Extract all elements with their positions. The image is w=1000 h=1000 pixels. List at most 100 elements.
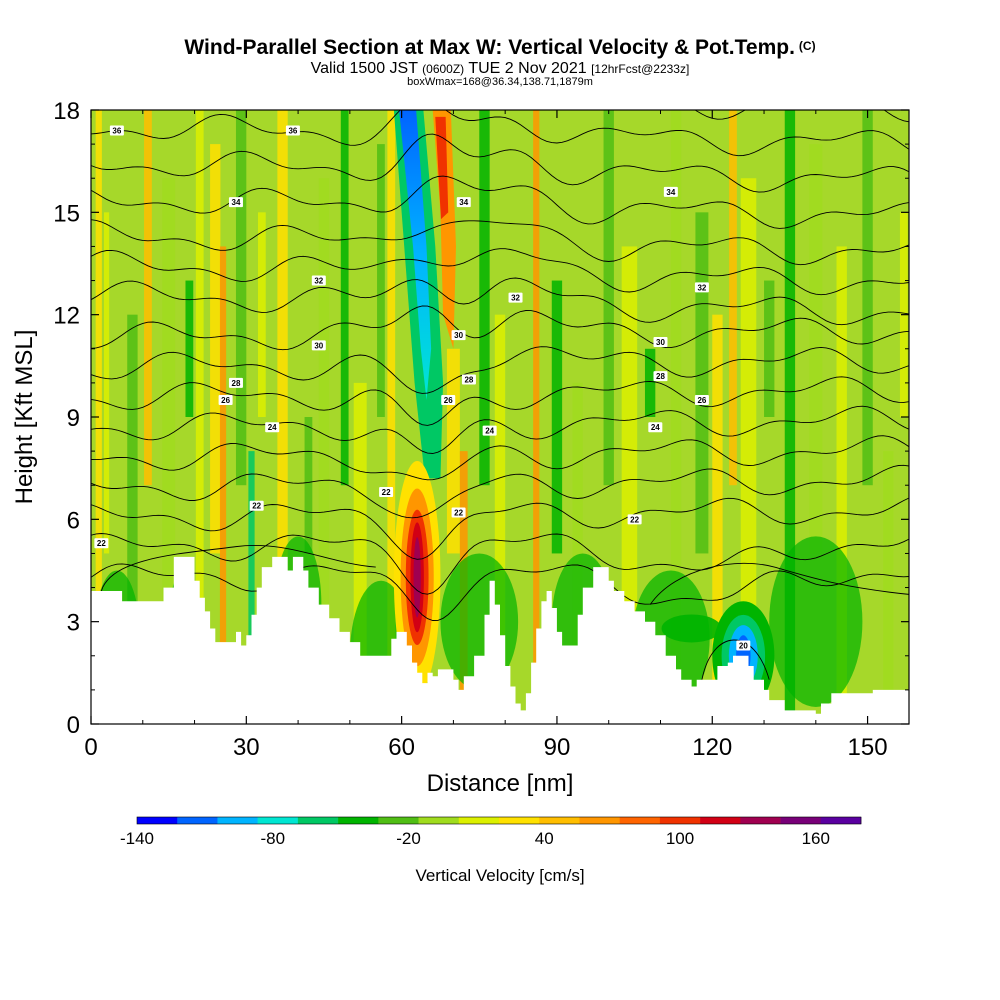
contour-label-text: 32 xyxy=(314,277,323,286)
colorbar-segment xyxy=(539,817,580,824)
contour-label: 26 xyxy=(218,394,233,405)
velocity-streak xyxy=(277,110,288,724)
chart-subtitle: Valid 1500 JST (0600Z) TUE 2 Nov 2021 [1… xyxy=(0,60,1000,78)
contour-label: 26 xyxy=(441,394,456,405)
contour-label-bg xyxy=(461,374,476,385)
velocity-streak xyxy=(551,280,563,554)
theta-contour-line xyxy=(91,563,909,621)
contour-label-text: 28 xyxy=(656,372,665,381)
contour-label: 20 xyxy=(736,640,751,651)
colorbar-segment xyxy=(458,817,500,824)
theta-contour-line xyxy=(91,405,909,454)
contour-label-text: 30 xyxy=(314,341,323,350)
colorbar-segment xyxy=(780,817,822,824)
velocity-streak xyxy=(729,110,737,486)
colorbar-segment xyxy=(700,817,741,824)
y-tick-label: 12 xyxy=(53,303,80,330)
theta-contour-line xyxy=(91,175,909,229)
colorbar-tick-label: 40 xyxy=(535,829,554,848)
contour-label-text: 22 xyxy=(630,515,639,524)
theta-contour-line xyxy=(91,464,909,519)
contour-label-text: 30 xyxy=(656,338,665,347)
contour-label-text: 34 xyxy=(459,198,468,207)
contour-label-text: 26 xyxy=(697,396,706,405)
velocity-streak xyxy=(809,144,823,554)
theta-contour-line xyxy=(91,248,909,296)
contour-label-bg xyxy=(311,275,326,286)
contour-label-text: 28 xyxy=(232,379,241,388)
velocity-streak xyxy=(387,110,396,724)
velocity-streak xyxy=(304,417,313,554)
contour-label: 24 xyxy=(482,425,497,436)
contour-label: 30 xyxy=(311,340,326,351)
contour-label-bg xyxy=(441,394,456,405)
contour-label: 32 xyxy=(508,292,523,303)
colorbar-frame xyxy=(136,816,862,825)
contour-label: 28 xyxy=(461,374,476,385)
valid-utc: (0600Z) xyxy=(422,62,465,76)
theta-contour-line xyxy=(91,133,909,193)
title-main: Wind-Parallel Section at Max W: Vertical… xyxy=(184,36,795,59)
contour-label-bg xyxy=(653,336,668,347)
valid-time: Valid 1500 JST xyxy=(310,60,418,77)
contour-label-bg xyxy=(653,371,668,382)
contour-label-bg xyxy=(694,282,709,293)
contour-label: 34 xyxy=(456,197,471,208)
velocity-streak xyxy=(670,110,682,724)
theta-contour-line xyxy=(100,545,376,592)
theta-contour-line xyxy=(91,497,909,560)
x-tick-label: 30 xyxy=(233,734,260,761)
velocity-streak xyxy=(644,348,656,417)
velocity-streak xyxy=(695,212,709,554)
theta-contour-line xyxy=(91,305,909,351)
contour-label-text: 24 xyxy=(268,423,277,432)
downdraft-core xyxy=(399,110,432,400)
colorbar-segment xyxy=(579,817,620,824)
contour-label-bg xyxy=(694,394,709,405)
colorbar-segment xyxy=(820,817,862,824)
velocity-streak xyxy=(257,212,266,417)
contour-label-bg xyxy=(249,500,264,511)
contour-label-bg xyxy=(285,125,300,136)
contour-label-text: 34 xyxy=(666,188,675,197)
contour-label: 28 xyxy=(653,371,668,382)
colorbar-segment xyxy=(338,817,379,824)
velocity-streak xyxy=(494,314,506,724)
theta-contour-line xyxy=(91,277,909,326)
velocity-streak xyxy=(219,246,227,724)
theta-contour-line xyxy=(91,533,909,595)
colorbar: -140 -80 -20 40 100 160 xyxy=(120,816,862,848)
x-tick-label: 0 xyxy=(84,734,97,761)
contour-label-bg xyxy=(456,197,471,208)
colorbar-segment xyxy=(297,817,339,824)
y-tick-label: 0 xyxy=(67,712,80,739)
contour-label: 32 xyxy=(694,282,709,293)
y-axis-label: Height [Kft MSL] xyxy=(11,330,38,505)
contour-label: 22 xyxy=(379,487,394,498)
terrain-profile xyxy=(91,556,909,724)
theta-contour-line xyxy=(91,110,909,157)
velocity-streak xyxy=(210,144,221,554)
velocity-streak xyxy=(764,280,775,417)
low-level-patch xyxy=(769,536,863,707)
velocity-streak xyxy=(377,144,385,417)
terrain xyxy=(91,556,909,724)
contour-label-bg xyxy=(627,514,642,525)
contour-label-text: 32 xyxy=(511,294,520,303)
x-tick-label: 90 xyxy=(544,734,571,761)
colorbar-tick-label: 100 xyxy=(666,829,694,848)
contour-label: 26 xyxy=(694,394,709,405)
contour-label-bg xyxy=(451,330,466,341)
contour-label: 36 xyxy=(285,125,300,136)
contour-label: 30 xyxy=(451,330,466,341)
boxwmax-info: boxWmax=168@36.34,138.71,1879m xyxy=(407,76,593,88)
contour-label-text: 22 xyxy=(454,509,463,518)
theta-contour-line xyxy=(91,219,909,266)
contour-label: 22 xyxy=(627,514,642,525)
contour-label-bg xyxy=(109,125,124,136)
velocity-streak xyxy=(127,314,138,724)
colorbar-segment xyxy=(137,817,178,824)
contour-label: 22 xyxy=(451,507,466,518)
